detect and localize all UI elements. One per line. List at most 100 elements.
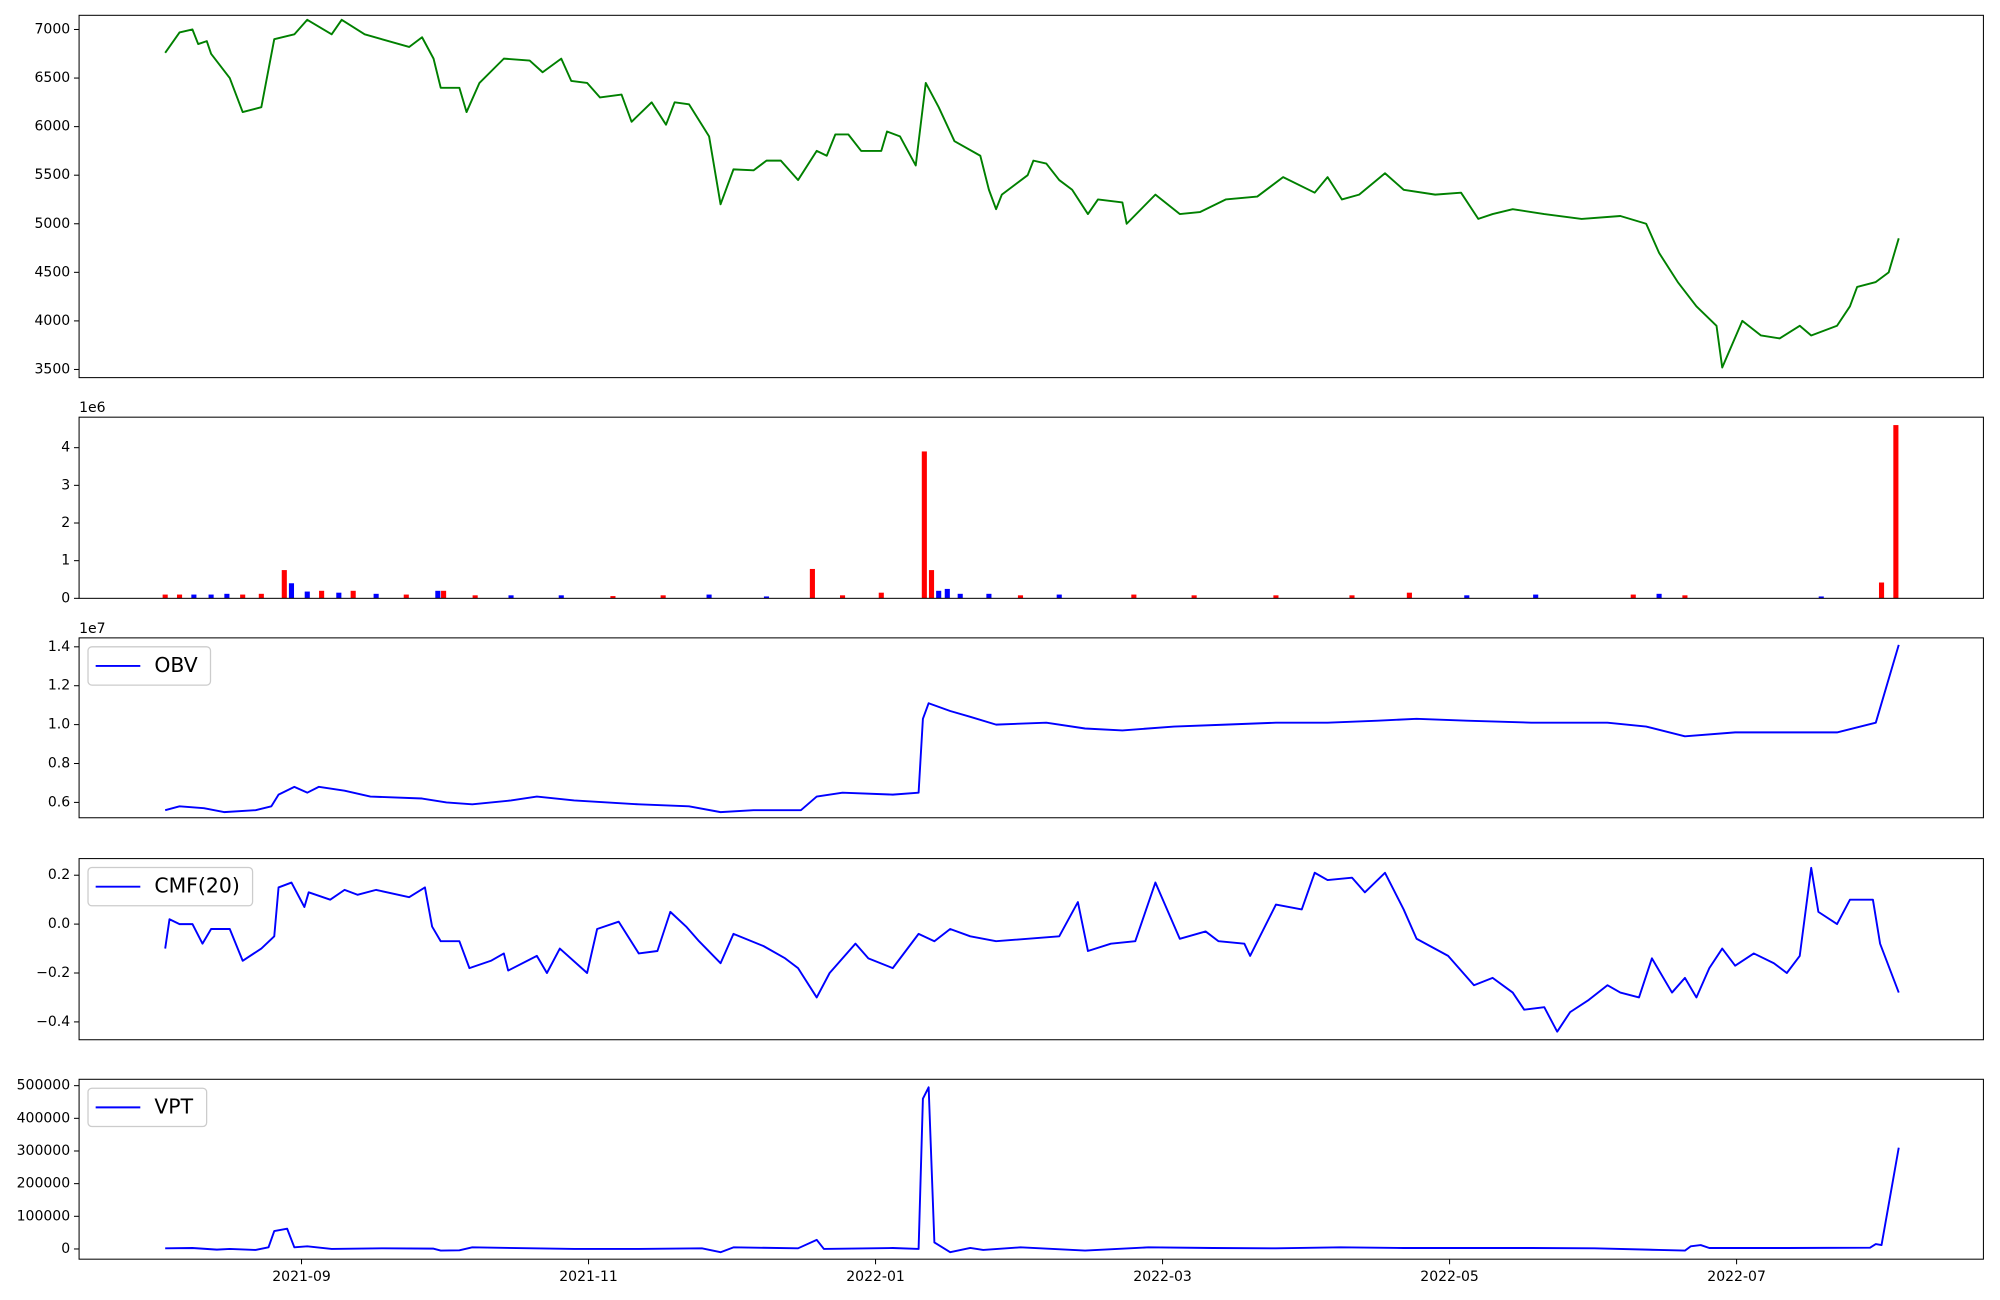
bar (1818, 596, 1824, 599)
bar (921, 451, 927, 599)
bar (928, 570, 935, 599)
plot-frame (78, 637, 1984, 819)
bar (706, 594, 712, 599)
legend-box (87, 866, 254, 907)
bar (208, 594, 214, 599)
y-tick-label: 200000 (17, 1176, 71, 1192)
bar (558, 595, 564, 599)
bar (809, 568, 815, 599)
y-tick-label: −0.4 (36, 1014, 70, 1030)
bar (839, 595, 846, 599)
panel: 0.6 0.8 1.0 1.2 1.4 1e7 OBV (48, 621, 1984, 819)
y-tick-label: 5500 (34, 167, 70, 183)
line (164, 866, 1900, 1033)
y-tick-label: 500000 (17, 1078, 71, 1094)
y-tick-label: 0.6 (48, 794, 70, 810)
panel: −0.4 −0.2 0.0 0.2 CMF(20) (36, 858, 1984, 1041)
bar (936, 590, 942, 599)
legend-label: OBV (154, 653, 197, 677)
legend: OBV (87, 646, 212, 686)
bar (1131, 594, 1137, 599)
bar (403, 594, 409, 599)
y-tick-label: 4 (61, 440, 70, 456)
bar (610, 596, 616, 599)
axis-offset-label: 1e6 (79, 400, 106, 416)
y-tick-label: 6500 (34, 70, 70, 86)
y-tick-label: 1.0 (48, 717, 70, 733)
bar (162, 594, 168, 599)
bar (191, 594, 197, 599)
y-tick-label: −0.2 (36, 965, 70, 981)
bar (336, 592, 342, 599)
bar (1349, 595, 1355, 599)
bar (288, 583, 295, 599)
bar (304, 591, 310, 599)
x-tick-label: 2022-05 (1420, 1269, 1479, 1285)
plot-frame (78, 858, 1984, 1041)
bar (944, 588, 950, 599)
bar (508, 595, 514, 599)
x-tick-label: 2022-07 (1707, 1269, 1766, 1285)
y-tick-label: 0.8 (48, 756, 70, 772)
axis-offset-label: 1e7 (79, 621, 105, 637)
x-tick-label: 2021-09 (272, 1269, 331, 1285)
bar (1630, 594, 1636, 599)
legend-label: CMF(20) (154, 874, 239, 898)
legend-label: VPT (154, 1094, 193, 1118)
y-tick-label: 4000 (34, 313, 70, 329)
y-tick-label: 4500 (34, 264, 70, 280)
y-tick-label: 1.2 (48, 678, 70, 694)
bar (1878, 582, 1885, 599)
line (164, 644, 1900, 814)
y-tick-label: 7000 (34, 21, 70, 37)
bar (240, 594, 246, 599)
panel: 0 100000 200000 300000 400000 500000 2021-09 20… (17, 1078, 1984, 1285)
bar (1893, 425, 1899, 599)
bar (1406, 592, 1412, 599)
bar (1056, 594, 1062, 599)
bar (435, 590, 441, 599)
bar (1273, 595, 1279, 599)
y-tick-label: 0 (61, 590, 70, 606)
bar (350, 590, 356, 599)
panel: 0 1 2 3 4 1e6 (61, 400, 1984, 606)
legend-box (87, 1087, 208, 1128)
bar (281, 570, 287, 599)
bar (1017, 595, 1024, 599)
y-tick-label: 2 (61, 515, 70, 531)
line (165, 1086, 1900, 1254)
bar (441, 590, 447, 599)
plot-frame (78, 416, 1984, 599)
bar (1682, 595, 1688, 599)
x-tick-label: 2022-01 (846, 1269, 905, 1285)
y-tick-label: 6000 (34, 119, 70, 135)
y-tick-label: 400000 (17, 1110, 71, 1126)
y-tick-label: 0.2 (48, 867, 70, 883)
y-tick-label: 3 (61, 477, 70, 493)
bar (1533, 594, 1539, 599)
bar (176, 594, 183, 599)
bar (660, 595, 666, 599)
plot-frame (78, 14, 1984, 379)
bar (319, 590, 325, 599)
panel: 3500 4000 4500 5000 5500 6000 6500 7000 (34, 14, 1984, 379)
legend: CMF(20) (87, 866, 254, 907)
y-tick-label: 1 (61, 553, 70, 569)
y-tick-label: 0.0 (48, 916, 70, 932)
bar (986, 593, 992, 599)
y-tick-label: 3500 (34, 361, 70, 377)
bar (957, 593, 963, 599)
y-tick-label: 5000 (34, 216, 70, 232)
y-tick-label: 1.4 (48, 639, 70, 655)
bar (1191, 595, 1197, 599)
bar (1464, 595, 1470, 599)
bar (878, 592, 884, 599)
legend: VPT (87, 1087, 208, 1128)
bar (472, 595, 478, 599)
bar (258, 593, 264, 599)
y-tick-label: 100000 (17, 1208, 71, 1224)
plot-frame (78, 1078, 1984, 1260)
bar (373, 593, 379, 599)
